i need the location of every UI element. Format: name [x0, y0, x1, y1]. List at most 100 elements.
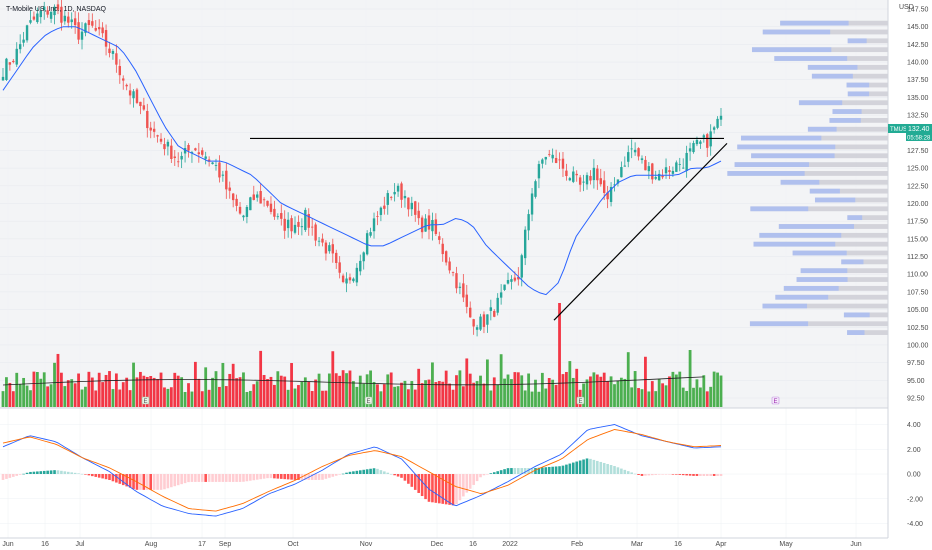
volume-bar [101, 382, 105, 407]
candle-body [620, 167, 623, 178]
volume-bar [485, 359, 489, 407]
candle-body [664, 167, 668, 174]
time-tick-label: Feb [571, 541, 583, 548]
volume-bar [204, 367, 208, 407]
candle-body [317, 240, 321, 242]
price-tick-label: 132.50 [907, 113, 929, 120]
macd-hist-bar [46, 470, 49, 474]
candle-body [585, 175, 589, 185]
macd-hist-bar [63, 471, 67, 474]
volume-bar [688, 350, 692, 407]
candle-body [369, 232, 372, 236]
macd-hist-bar [60, 470, 63, 474]
candle-body [554, 157, 558, 163]
price-tick-label: 145.00 [907, 24, 929, 31]
macd-hist-bar [537, 467, 541, 474]
vp-bar-up [800, 268, 848, 274]
support-line[interactable] [553, 142, 728, 321]
macd-tick-label: 2.00 [907, 447, 921, 454]
macd-hist-bar [647, 474, 651, 476]
vp-bar-up [847, 215, 863, 221]
price-tick-label: 127.50 [907, 148, 929, 155]
candle-body [211, 162, 214, 165]
macd-hist-bar [80, 473, 84, 475]
candle-body [544, 156, 547, 160]
volume-bar [506, 374, 510, 407]
candle-body [46, 10, 49, 15]
macd-hist-bar [104, 474, 108, 480]
candle-body [558, 159, 561, 161]
volume-bar [592, 372, 596, 407]
macd-axis[interactable]: 4.00 2.00 0.00 -2.00 -4.00 [907, 422, 923, 528]
macd-hist-bar [462, 474, 465, 497]
volume-bar [547, 378, 551, 407]
volume-bar [290, 363, 293, 407]
candle-body [183, 148, 187, 154]
volume-bar [678, 371, 682, 407]
time-tick-label: 17 [198, 541, 206, 548]
macd-hist-bar [383, 471, 386, 474]
volume-bar [97, 372, 101, 407]
volume-bar [640, 389, 644, 407]
candle-body [238, 206, 242, 214]
earnings-marker-label: E [578, 399, 582, 405]
candle-body [616, 179, 620, 184]
macd-hist-bar [259, 474, 262, 480]
candle-body [688, 148, 692, 152]
candle-body [479, 316, 482, 330]
volume-bar [424, 380, 427, 407]
price-candles [1, 0, 723, 337]
macd-tick-label: 0.00 [907, 472, 921, 479]
vp-bar-up [753, 241, 836, 247]
candle-body [221, 174, 225, 176]
time-tick-label: 16 [41, 541, 49, 548]
candle-body [551, 154, 554, 159]
candle-body [613, 184, 616, 186]
volume-bar [661, 383, 664, 407]
time-axis[interactable]: Jun 16 Jul Aug 17 Sep Oct Nov Dec 16 2022 Feb Mar 16 A… [2, 541, 861, 548]
candle-body [197, 152, 201, 155]
candle-body [702, 135, 706, 138]
volume-bar [585, 379, 589, 407]
volume-bar [5, 377, 8, 407]
macd-hist-bar [87, 474, 91, 476]
candle-body [307, 213, 310, 228]
candle-body [245, 206, 249, 217]
macd-hist-bar [596, 460, 599, 474]
volume-bar [341, 370, 345, 407]
candle-body [73, 18, 77, 26]
macd-hist-bar [84, 474, 87, 475]
volume-bar [259, 350, 263, 407]
candle-body [331, 244, 334, 254]
volume-bar [255, 381, 259, 407]
macd-hist-bar [231, 474, 235, 482]
volume-bar [169, 387, 173, 407]
macd-hist-bar [176, 474, 180, 486]
macd-hist-bar [578, 460, 582, 474]
volume-bar [544, 388, 548, 407]
price-axis[interactable]: 147.50 145.00 142.50 140.00 137.50 135.00 132.… [907, 7, 929, 403]
volume-bar [626, 352, 630, 407]
candle-body [204, 156, 207, 159]
price-tag[interactable]: TMUS 132.40 05:58:28 [888, 124, 932, 142]
candle-body [43, 6, 46, 10]
macd-hist-bar [235, 474, 238, 482]
macd-hist-bar [688, 474, 692, 476]
candle-body [568, 178, 572, 181]
volume-bar [114, 373, 118, 407]
candle-body [482, 314, 486, 327]
volume-bar [248, 390, 252, 407]
volume-bar [654, 391, 658, 407]
macd-hist-bar [681, 474, 685, 476]
volume-bar [29, 390, 32, 407]
macd-hist-bar [269, 474, 273, 479]
vp-bar-down [775, 294, 888, 300]
candle-body [592, 167, 596, 181]
macd-tick-label: 4.00 [907, 422, 921, 429]
vp-bar-down [847, 38, 888, 44]
volume-bar [362, 383, 366, 407]
candle-body [125, 84, 128, 87]
candle-body [668, 170, 671, 173]
